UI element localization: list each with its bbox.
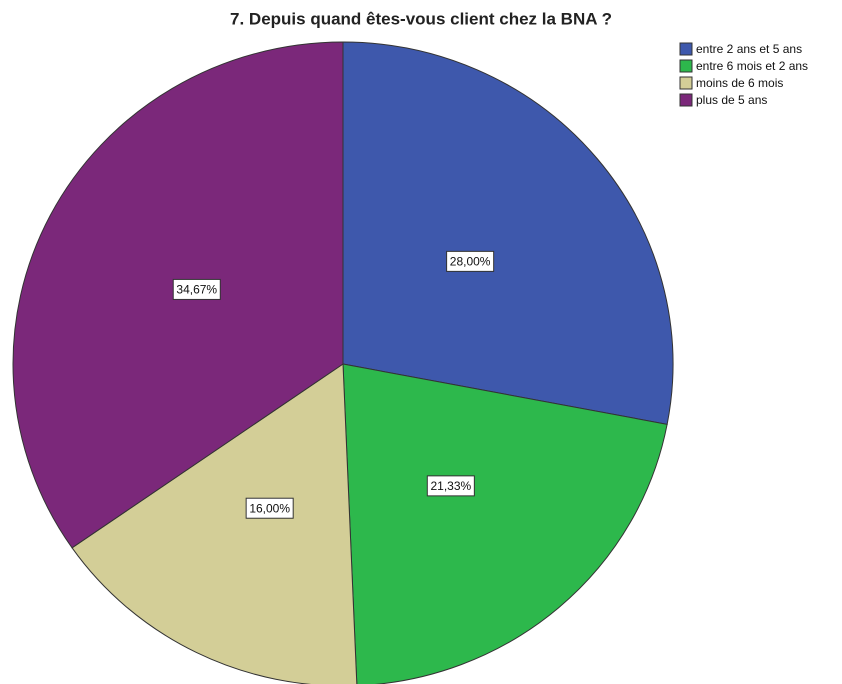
value-label-box	[446, 250, 495, 272]
legend-label: moins de 6 mois	[696, 76, 783, 90]
legend-swatch	[679, 93, 693, 107]
legend-label: plus de 5 ans	[696, 93, 767, 107]
value-label-box	[172, 278, 221, 300]
value-label-box	[426, 475, 475, 497]
pie-slice	[342, 363, 668, 684]
value-label: 21,33%	[430, 479, 471, 493]
legend-label: entre 2 ans et 5 ans	[696, 42, 802, 56]
value-label: 34,67%	[176, 283, 217, 297]
pie-slice	[342, 41, 674, 425]
legend-swatch	[679, 59, 693, 73]
chart-title: 7. Depuis quand êtes-vous client chez la…	[230, 9, 612, 28]
legend-swatch	[679, 76, 693, 90]
pie-slice	[71, 363, 358, 684]
legend-swatch	[679, 42, 693, 56]
value-label-box	[245, 497, 294, 519]
value-label: 16,00%	[249, 501, 290, 515]
legend-label: entre 6 mois et 2 ans	[696, 59, 808, 73]
value-label: 28,00%	[450, 255, 491, 269]
